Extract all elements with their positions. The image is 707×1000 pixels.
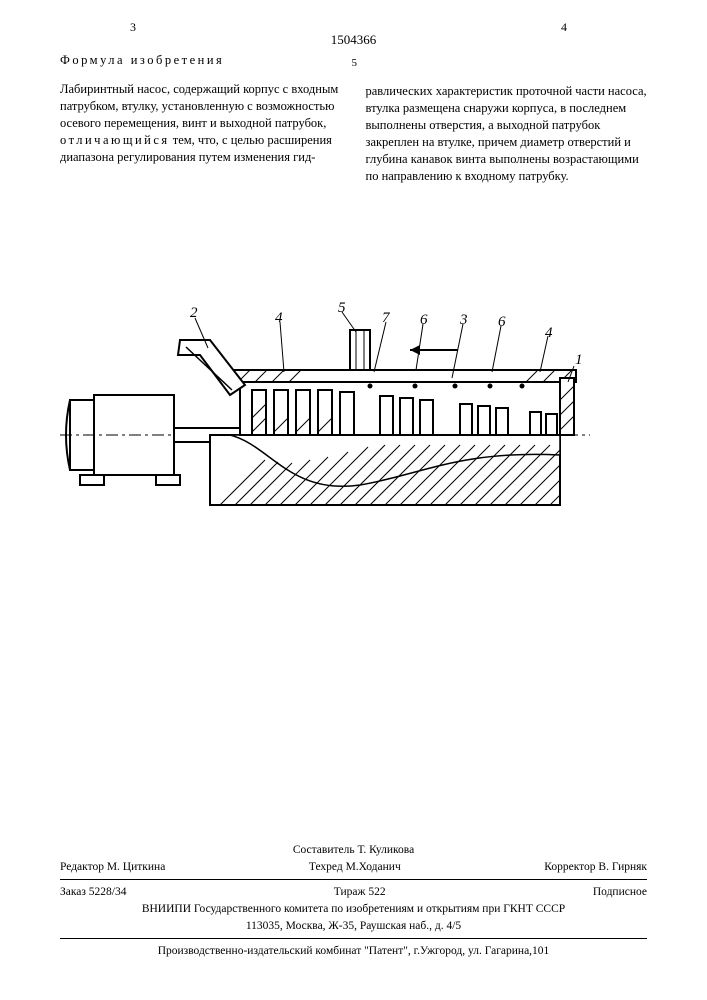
footer-block: Составитель Т. Куликова Редактор М. Цитк… <box>60 842 647 960</box>
paragraph: равлических характеристик проточной част… <box>366 83 648 184</box>
figure-labels: 2 4 5 7 6 3 6 4 1 <box>60 300 620 600</box>
fig-label-6b: 6 <box>498 314 506 331</box>
editor: Редактор М. Циткина <box>60 859 165 876</box>
corrector: Корректор В. Гирняк <box>544 859 647 876</box>
paragraph: Лабиринтный насос, содержащий корпус с в… <box>60 81 342 165</box>
order-row: Заказ 5228/34 Тираж 522 Подписное <box>60 884 647 901</box>
text-run-spaced: отличающийся <box>60 133 170 147</box>
column-left: Формула изобретения Лабиринтный насос, с… <box>60 52 342 197</box>
org-line-2: 113035, Москва, Ж-35, Раушская наб., д. … <box>60 918 647 935</box>
divider <box>60 938 647 939</box>
text-columns: Формула изобретения Лабиринтный насос, с… <box>60 52 647 197</box>
line-marker: 5 <box>352 56 648 71</box>
fig-label-6a: 6 <box>420 312 428 329</box>
tirazh: Тираж 522 <box>334 884 386 901</box>
fig-label-1: 1 <box>575 352 583 369</box>
text-run: Лабиринтный насос, содержащий корпус с в… <box>60 82 338 130</box>
techred: Техред М.Ходанич <box>309 859 401 876</box>
fig-label-4a: 4 <box>275 310 283 327</box>
formula-title: Формула изобретения <box>60 53 224 67</box>
page-number-left: 3 <box>130 20 136 35</box>
divider <box>60 879 647 880</box>
compiler-line: Составитель Т. Куликова <box>60 842 647 859</box>
document-number: 1504366 <box>331 32 377 48</box>
credits-row: Редактор М. Циткина Техред М.Ходанич Кор… <box>60 859 647 876</box>
podpisnoe: Подписное <box>593 884 647 901</box>
page-number-right: 4 <box>561 20 567 35</box>
technical-figure: 2 4 5 7 6 3 6 4 1 <box>60 300 620 600</box>
order-number: Заказ 5228/34 <box>60 884 127 901</box>
column-right: 5 равлических характеристик проточной ча… <box>366 52 648 197</box>
org-line-1: ВНИИПИ Государственного комитета по изоб… <box>60 901 647 918</box>
org-line-3: Производственно-издательский комбинат "П… <box>60 943 647 960</box>
fig-label-3: 3 <box>460 312 468 329</box>
fig-label-4b: 4 <box>545 325 553 342</box>
fig-label-7: 7 <box>382 310 390 327</box>
fig-label-5: 5 <box>338 300 346 317</box>
fig-label-2: 2 <box>190 305 198 322</box>
